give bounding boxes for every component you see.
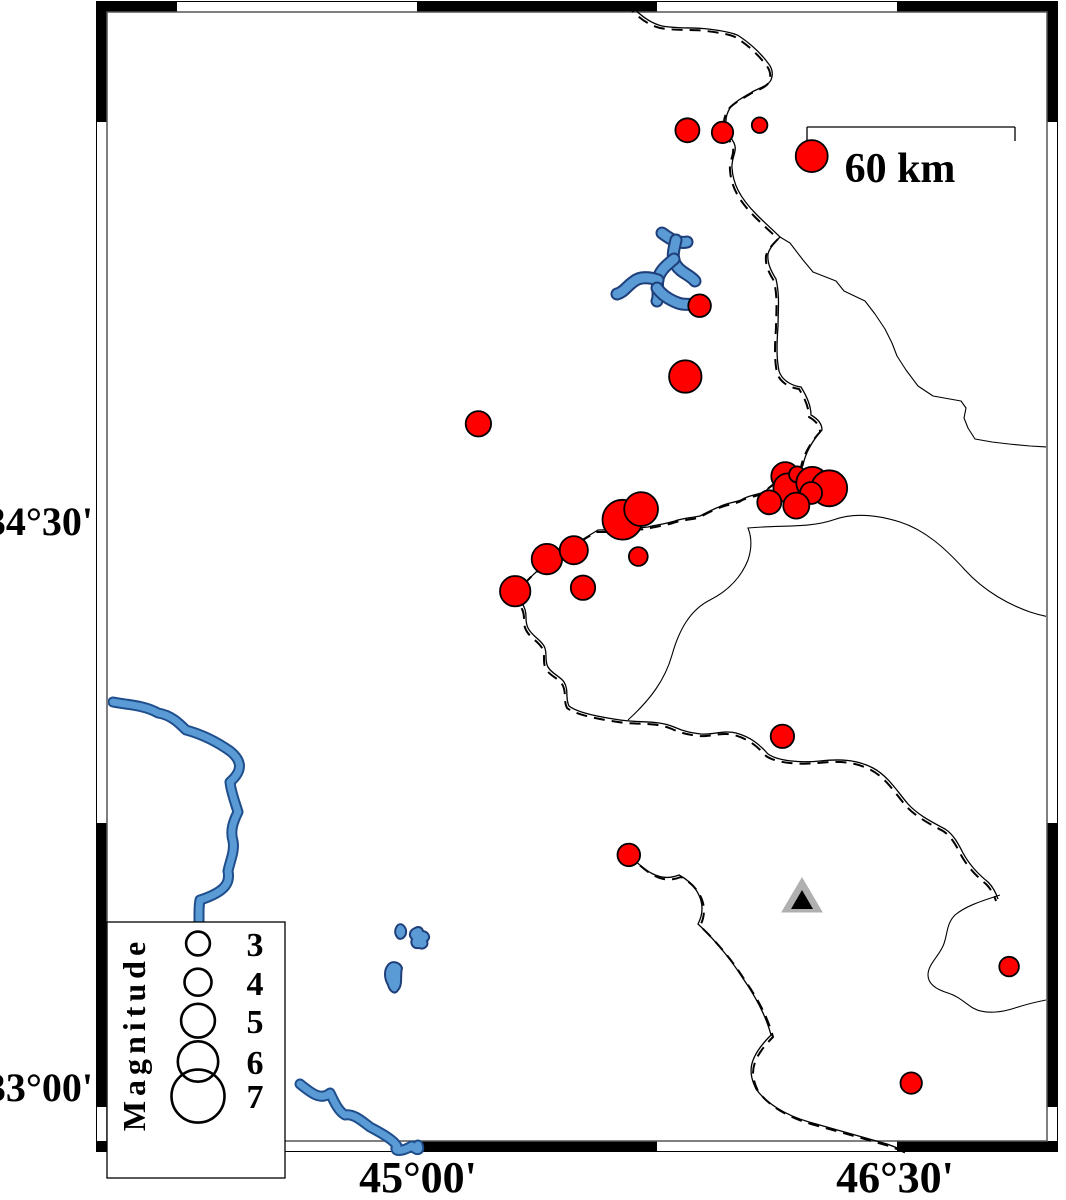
svg-text:6: 6 [247, 1045, 264, 1082]
svg-text:7: 7 [247, 1079, 264, 1116]
svg-text:Magnitude: Magnitude [116, 937, 152, 1131]
svg-text:3: 3 [247, 927, 264, 964]
svg-text:60 km: 60 km [845, 146, 956, 192]
svg-text:33°00': 33°00' [0, 1065, 93, 1110]
svg-text:45°00': 45°00' [359, 1153, 477, 1200]
svg-text:34°30': 34°30' [0, 499, 93, 544]
svg-text:4: 4 [247, 966, 264, 1003]
svg-text:5: 5 [247, 1004, 264, 1041]
svg-text:46°30': 46°30' [836, 1153, 954, 1200]
